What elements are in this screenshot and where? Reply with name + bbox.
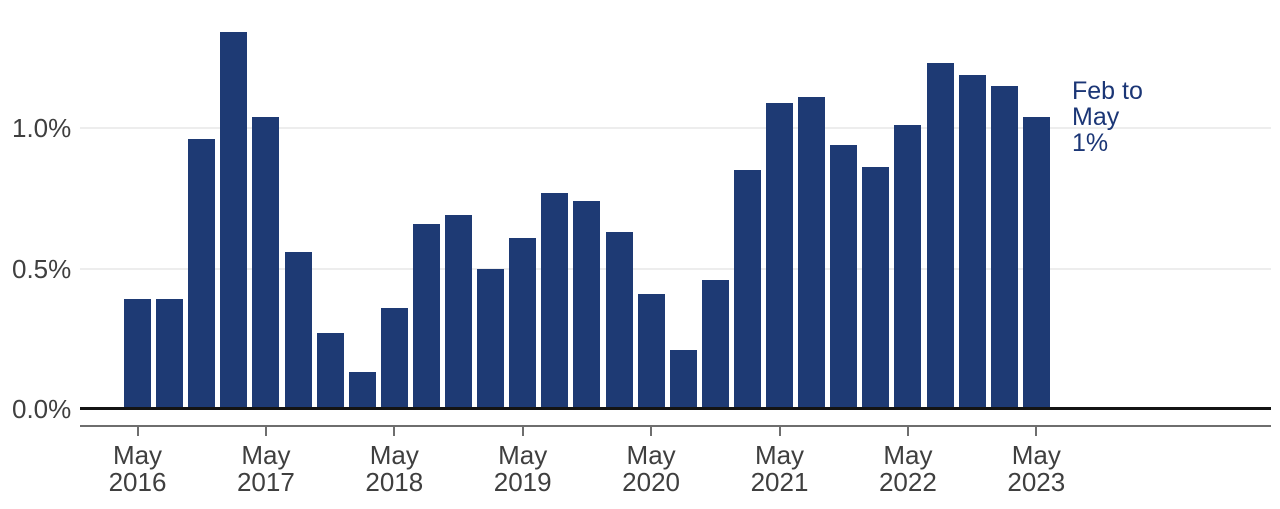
x-axis-tick	[521, 427, 524, 436]
gridline	[80, 127, 1271, 129]
bar	[412, 223, 440, 407]
x-axis-label: May 2020	[622, 440, 681, 497]
bar	[348, 372, 376, 407]
zero-baseline	[80, 407, 1271, 410]
bar	[958, 74, 986, 407]
x-axis-tick	[1035, 427, 1038, 436]
bar	[541, 192, 569, 407]
x-axis-label: May 2019	[493, 440, 552, 497]
x-axis-label: May 2022	[878, 440, 937, 497]
bar	[252, 116, 280, 407]
bar	[605, 231, 633, 407]
bar	[188, 139, 216, 407]
annotation-line: May	[1072, 103, 1120, 131]
x-axis-tick	[393, 427, 396, 436]
bar	[830, 144, 858, 407]
bar	[990, 85, 1018, 407]
bar	[733, 170, 761, 407]
bar	[509, 237, 537, 407]
bar	[766, 102, 793, 407]
bar	[669, 349, 697, 407]
bar	[862, 167, 890, 407]
annotation-feb-to-may: Feb to May 1%	[1072, 78, 1143, 156]
bar	[124, 299, 151, 407]
bar	[316, 333, 344, 407]
x-axis-tick	[906, 427, 909, 436]
y-axis-label: 0.0%	[12, 394, 72, 424]
bar	[380, 307, 408, 407]
annotation-line: Feb to	[1072, 77, 1143, 105]
bar	[445, 215, 472, 407]
bar	[284, 251, 312, 407]
bar	[477, 268, 505, 407]
y-axis-label: 1.0%	[12, 113, 72, 143]
bar	[894, 125, 922, 407]
bar	[637, 293, 665, 407]
gridline	[80, 267, 1271, 270]
bar	[156, 299, 184, 407]
x-axis-tick	[264, 427, 267, 436]
x-axis-tick	[650, 427, 653, 436]
y-axis-label: 0.5%	[12, 253, 72, 284]
x-axis-label: May 2023	[1007, 440, 1066, 497]
bar	[701, 279, 729, 407]
bar	[220, 32, 248, 407]
x-axis-line	[80, 425, 1271, 427]
annotation-line: 1%	[1072, 129, 1109, 157]
x-axis-label: May 2021	[750, 440, 809, 497]
x-axis-label: May 2016	[108, 440, 167, 497]
bar	[926, 63, 954, 407]
x-axis-tick	[778, 427, 781, 436]
x-axis-tick	[136, 427, 139, 436]
bar	[1022, 116, 1050, 407]
x-axis-label: May 2017	[236, 440, 295, 497]
x-axis-label: May 2018	[365, 440, 424, 497]
bar	[798, 97, 826, 407]
bar	[573, 201, 601, 407]
